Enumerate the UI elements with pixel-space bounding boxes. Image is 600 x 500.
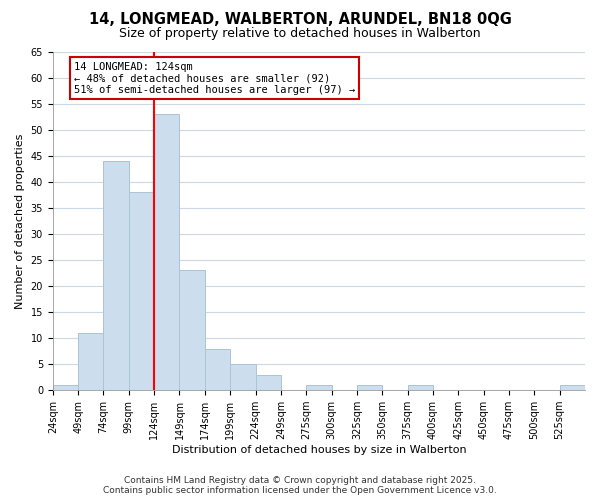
Bar xyxy=(230,364,256,390)
Bar xyxy=(357,385,382,390)
Text: 14, LONGMEAD, WALBERTON, ARUNDEL, BN18 0QG: 14, LONGMEAD, WALBERTON, ARUNDEL, BN18 0… xyxy=(89,12,511,28)
Bar xyxy=(560,385,585,390)
Bar xyxy=(129,192,154,390)
Bar xyxy=(179,270,205,390)
Bar xyxy=(154,114,179,390)
Text: Size of property relative to detached houses in Walberton: Size of property relative to detached ho… xyxy=(119,28,481,40)
Text: 14 LONGMEAD: 124sqm
← 48% of detached houses are smaller (92)
51% of semi-detach: 14 LONGMEAD: 124sqm ← 48% of detached ho… xyxy=(74,62,355,95)
Bar xyxy=(407,385,433,390)
Bar xyxy=(256,374,281,390)
Text: Contains HM Land Registry data © Crown copyright and database right 2025.
Contai: Contains HM Land Registry data © Crown c… xyxy=(103,476,497,495)
Bar xyxy=(103,161,129,390)
X-axis label: Distribution of detached houses by size in Walberton: Distribution of detached houses by size … xyxy=(172,445,466,455)
Bar xyxy=(306,385,332,390)
Bar xyxy=(53,385,78,390)
Bar xyxy=(78,333,103,390)
Bar xyxy=(205,348,230,390)
Y-axis label: Number of detached properties: Number of detached properties xyxy=(15,133,25,308)
